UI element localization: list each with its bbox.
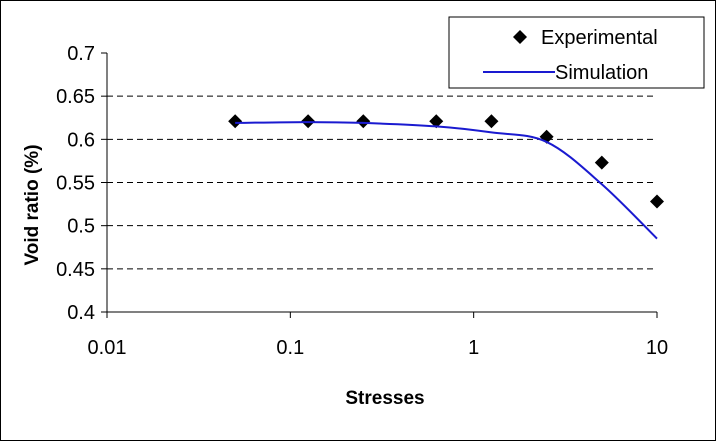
y-axis-title: Void ratio (%) [22, 144, 43, 265]
y-tick-label: 0.7 [67, 43, 95, 65]
y-tick-label: 0.6 [67, 129, 95, 151]
legend: Experimental Simulation [448, 16, 705, 89]
y-tick-label: 0.55 [56, 173, 95, 195]
legend-box [448, 16, 705, 89]
experimental-point [356, 114, 371, 129]
gridlines [107, 95, 657, 270]
legend-diamond-marker [513, 30, 527, 44]
legend-label-experimental: Experimental [541, 27, 658, 49]
x-tick-label: 10 [646, 337, 668, 359]
x-tick-label: 0.01 [88, 337, 127, 359]
experimental-point [228, 114, 243, 129]
experimental-point [650, 194, 664, 209]
y-tick-label: 0.65 [56, 86, 95, 108]
x-tick-label: 0.1 [276, 337, 304, 359]
y-tick-label: 0.5 [67, 216, 95, 238]
experimental-point [594, 155, 609, 170]
legend-label-simulation: Simulation [555, 62, 648, 84]
series [228, 114, 664, 240]
simulation-line [235, 121, 658, 240]
x-axis-title: Stresses [345, 388, 424, 409]
experimental-point [484, 114, 499, 129]
y-tick-label: 0.4 [67, 302, 95, 324]
y-ticks: 0.4 0.45 0.5 0.55 0.6 0.65 0.7 [56, 43, 107, 324]
experimental-point [429, 114, 444, 129]
y-tick-label: 0.45 [56, 259, 95, 281]
x-tick-label: 1 [468, 337, 479, 359]
x-ticks: 0.01 0.1 1 10 [88, 312, 668, 359]
